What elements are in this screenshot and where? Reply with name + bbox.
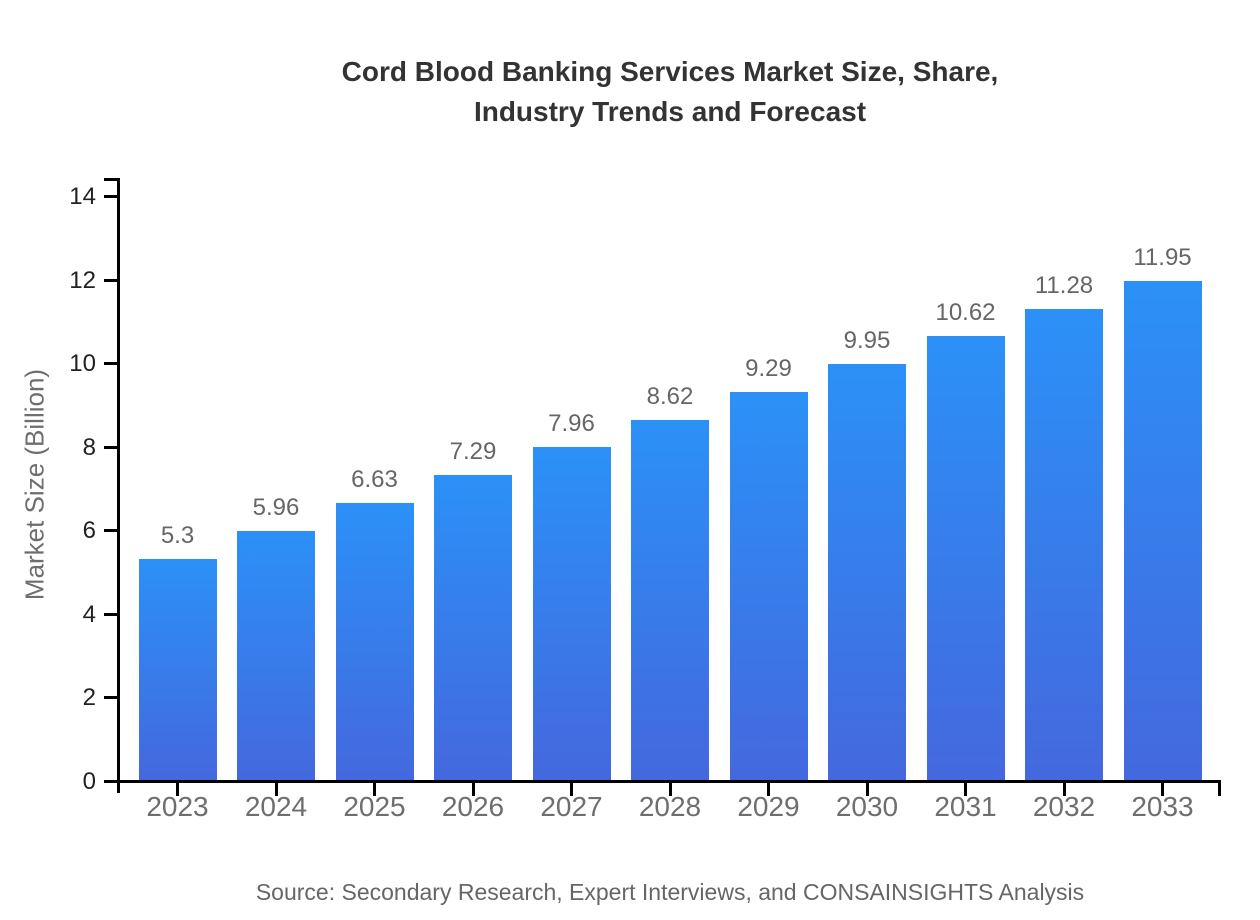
x-axis-line <box>104 780 1221 783</box>
x-tick-label: 2027 <box>540 791 603 822</box>
x-axis-tick <box>668 783 672 796</box>
bar <box>729 391 808 780</box>
y-tick-label: 14 <box>69 183 96 210</box>
bar-value-label: 6.63 <box>351 465 398 493</box>
x-axis-tick <box>865 783 869 796</box>
x-tick-label: 2025 <box>343 791 406 822</box>
x-tick-label: 2026 <box>441 791 505 822</box>
y-axis-tick <box>104 362 117 366</box>
y-axis-tick <box>104 529 117 533</box>
y-axis-tick <box>104 195 117 198</box>
bar-value-label: 9.29 <box>745 354 792 382</box>
y-axis-tick <box>104 278 117 282</box>
bar <box>237 530 315 780</box>
y-tick-label: 0 <box>82 768 96 795</box>
chart-title-line-2: Industry Trends and Forecast <box>473 96 867 127</box>
x-axis-tick <box>176 783 179 796</box>
x-tick-label: 2033 <box>1131 791 1194 822</box>
bar <box>828 364 906 780</box>
bar-value-label: 5.3 <box>160 521 195 549</box>
bar-value-label: 5.96 <box>252 493 300 521</box>
x-axis-end-cap <box>1218 780 1221 796</box>
bar <box>1123 280 1202 780</box>
y-tick-label: 4 <box>82 600 96 628</box>
bar <box>532 447 611 780</box>
chart-title: Cord Blood Banking Services Market Size,… <box>80 52 1260 132</box>
source-note: Source: Secondary Research, Expert Inter… <box>255 879 1085 905</box>
y-tick-label: 12 <box>69 266 96 294</box>
y-axis-tick <box>104 780 117 783</box>
x-axis-tick <box>767 783 770 796</box>
x-tick-label: 2023 <box>146 791 209 822</box>
y-axis-line <box>117 178 120 793</box>
x-axis-tick <box>274 783 278 796</box>
x-tick-label: 2024 <box>244 791 308 822</box>
bar <box>434 475 512 780</box>
bar-value-label: 7.29 <box>449 438 497 466</box>
bar <box>138 558 217 780</box>
x-tick-label: 2029 <box>737 791 800 822</box>
y-tick-label: 10 <box>69 350 96 378</box>
x-axis-tick <box>1062 783 1066 796</box>
y-axis-tick <box>104 696 117 700</box>
bar <box>1025 308 1103 780</box>
x-tick-label: 2030 <box>835 791 899 822</box>
bar <box>335 502 414 780</box>
y-tick-label: 2 <box>82 684 96 712</box>
bar-value-label: 11.28 <box>1034 271 1094 299</box>
x-tick-label: 2032 <box>1032 791 1096 822</box>
x-axis-tick <box>471 783 475 796</box>
bar-value-label: 11.95 <box>1133 243 1192 271</box>
y-tick-label: 8 <box>82 433 96 461</box>
x-axis-tick <box>964 783 967 796</box>
y-axis-tick <box>104 612 117 616</box>
bar-value-label: 7.96 <box>548 410 595 438</box>
y-tick-label: 6 <box>82 517 96 545</box>
bar <box>926 336 1005 780</box>
bar-value-label: 10.62 <box>935 299 996 327</box>
x-axis-tick <box>373 783 376 796</box>
bar <box>631 419 709 780</box>
x-axis-tick <box>1161 783 1164 796</box>
bar-value-label: 9.95 <box>843 327 891 355</box>
x-tick-label: 2028 <box>638 791 702 822</box>
y-axis-end-cap <box>104 178 120 181</box>
x-tick-label: 2031 <box>934 791 997 822</box>
x-axis-tick <box>570 783 573 796</box>
y-axis-tick <box>104 445 117 449</box>
chart-title-line-1: Cord Blood Banking Services Market Size,… <box>341 56 999 87</box>
bar-value-label: 8.62 <box>646 382 694 410</box>
